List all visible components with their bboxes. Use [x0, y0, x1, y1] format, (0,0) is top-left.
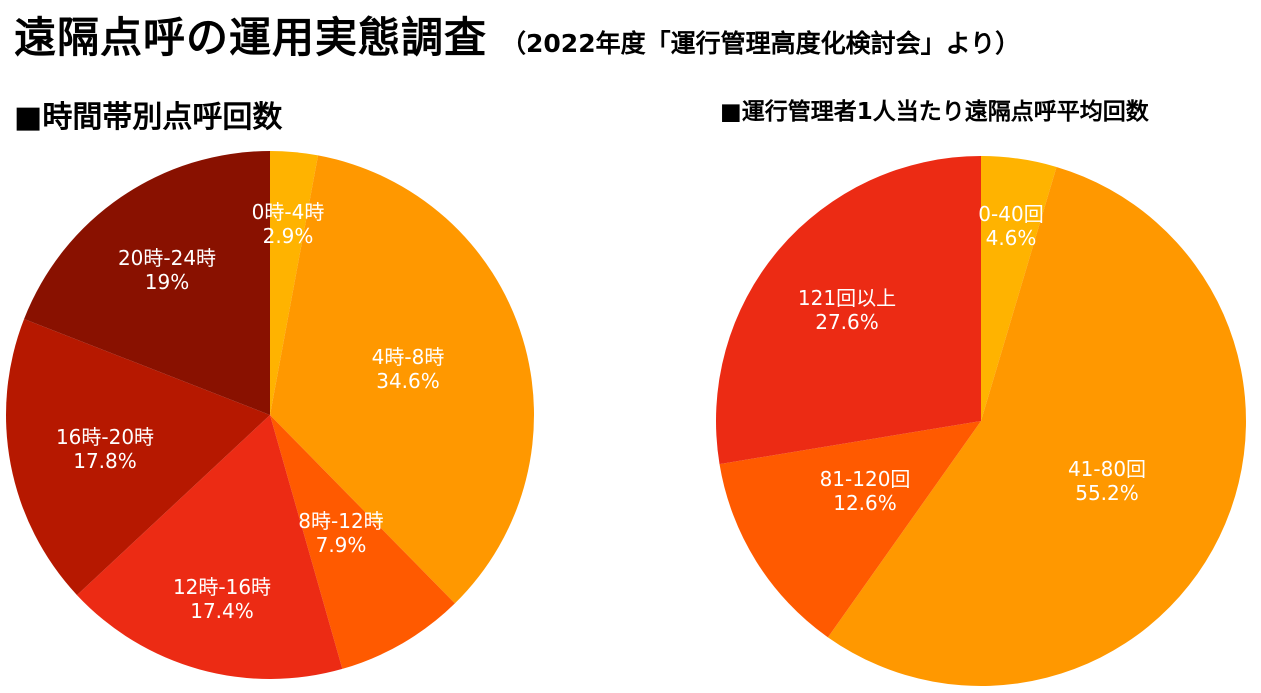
pie-slice: [716, 156, 981, 465]
slice-category-label: 0時-4時: [252, 200, 325, 224]
page-title: 遠隔点呼の運用実態調査: [14, 13, 488, 62]
pie-slice: [24, 151, 271, 415]
slice-category-label: 121回以上: [798, 286, 896, 310]
slice-percent-label: 34.6%: [376, 369, 440, 393]
slice-percent-label: 17.8%: [73, 449, 137, 473]
pie-slice: [270, 151, 319, 415]
chart-title-time-of-day: ■時間帯別点呼回数: [14, 100, 283, 135]
slice-percent-label: 7.9%: [316, 533, 367, 557]
pie-slice: [827, 166, 1246, 686]
slice-percent-label: 2.9%: [263, 224, 314, 248]
slice-percent-label: 27.6%: [815, 310, 879, 334]
page-subtitle: （2022年度「運行管理高度化検討会」より）: [501, 29, 1021, 58]
slice-percent-label: 12.6%: [833, 491, 897, 515]
slice-category-label: 16時-20時: [56, 425, 154, 449]
chart-title-per-manager: ■運行管理者1人当たり遠隔点呼平均回数: [720, 99, 1149, 125]
slice-category-label: 20時-24時: [118, 246, 216, 270]
pie-slice: [270, 155, 534, 604]
slice-percent-label: 19%: [145, 270, 189, 294]
slice-percent-label: 55.2%: [1075, 481, 1139, 505]
title-row: 遠隔点呼の運用実態調査 （2022年度「運行管理高度化検討会」より）: [14, 4, 1020, 65]
slice-category-label: 4時-8時: [372, 345, 445, 369]
pie-slice: [719, 421, 981, 638]
slice-percent-label: 17.4%: [190, 599, 254, 623]
slice-category-label: 8時-12時: [298, 509, 383, 533]
pie-slice: [270, 415, 455, 669]
slice-category-label: 41-80回: [1068, 457, 1146, 481]
slice-category-label: 12時-16時: [173, 575, 271, 599]
slice-percent-label: 4.6%: [986, 226, 1037, 250]
slice-category-label: 81-120回: [820, 467, 911, 491]
slice-category-label: 0-40回: [978, 202, 1043, 226]
pie-slice: [5, 318, 270, 596]
pie-slice: [981, 156, 1057, 421]
pie-slice: [76, 415, 343, 680]
